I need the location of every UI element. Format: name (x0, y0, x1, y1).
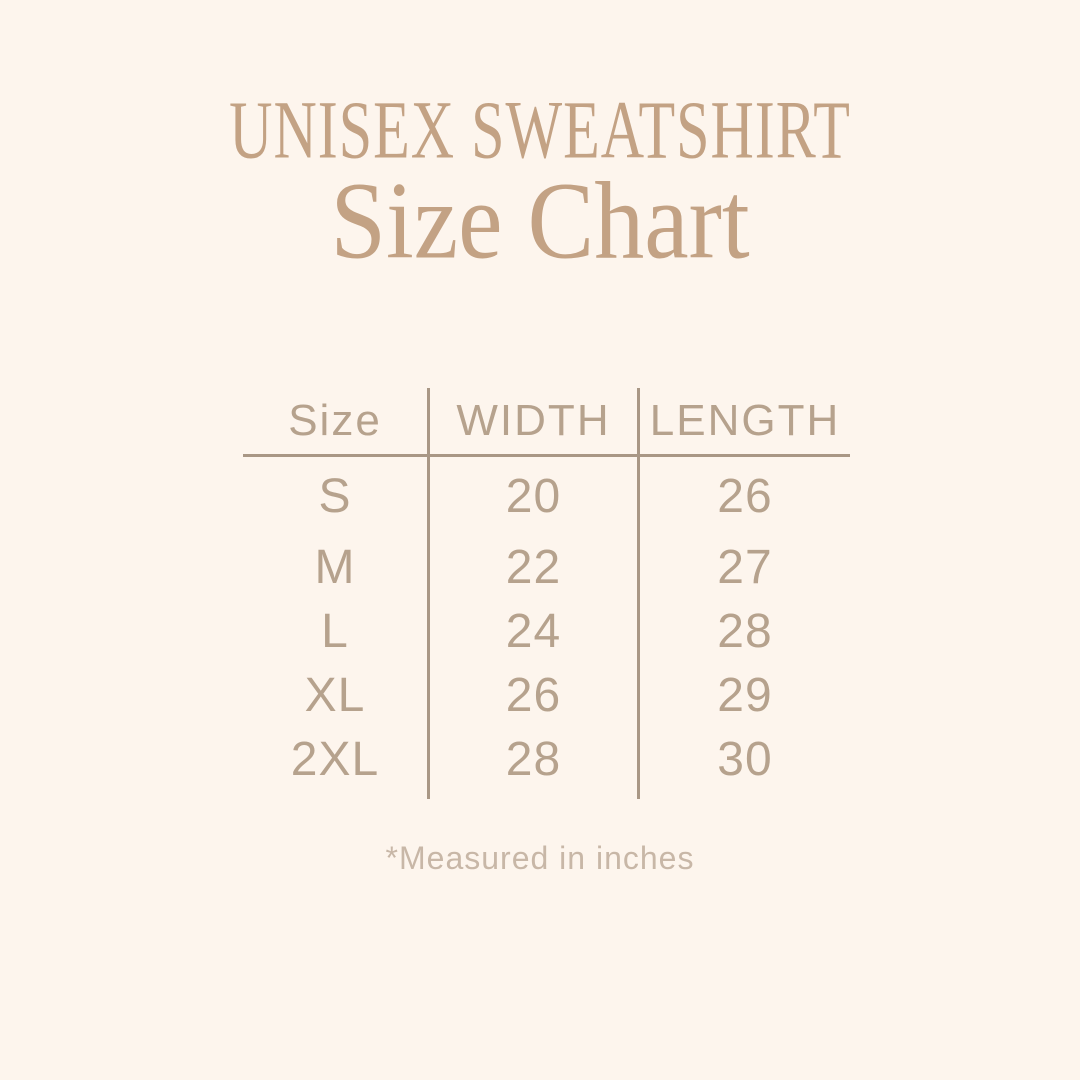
row-m-width: 22 (427, 535, 640, 599)
size-table: Size WIDTH LENGTH S 20 26 M 22 27 L 24 2… (243, 388, 850, 799)
row-2xl-width: 28 (427, 727, 640, 791)
row-2xl-length: 30 (717, 732, 773, 786)
row-l-length: 28 (717, 604, 773, 658)
measurement-note: *Measured in inches (385, 840, 695, 876)
row-s-length: 26 (717, 469, 773, 523)
row-s-width: 20 (427, 457, 640, 535)
table-rule-extension (243, 791, 427, 799)
row-l-width: 24 (427, 599, 640, 663)
table-rule-extension (427, 791, 640, 799)
row-l-size: L (321, 604, 349, 658)
row-xl-length: 29 (717, 668, 773, 722)
column-header-length: LENGTH (640, 388, 850, 457)
page-title: Size Chart (330, 159, 750, 282)
row-m-size: M (314, 540, 356, 594)
row-xl-width: 26 (427, 663, 640, 727)
row-xl-size: XL (304, 668, 366, 722)
row-s-size: S (318, 469, 352, 523)
product-title: UNISEX SWEATSHIRT (229, 84, 851, 176)
column-header-width: WIDTH (427, 388, 640, 457)
table-rule-extension (640, 791, 850, 799)
row-m-length: 27 (717, 540, 773, 594)
column-header-size: Size (243, 388, 427, 457)
row-2xl-size: 2XL (290, 732, 380, 786)
